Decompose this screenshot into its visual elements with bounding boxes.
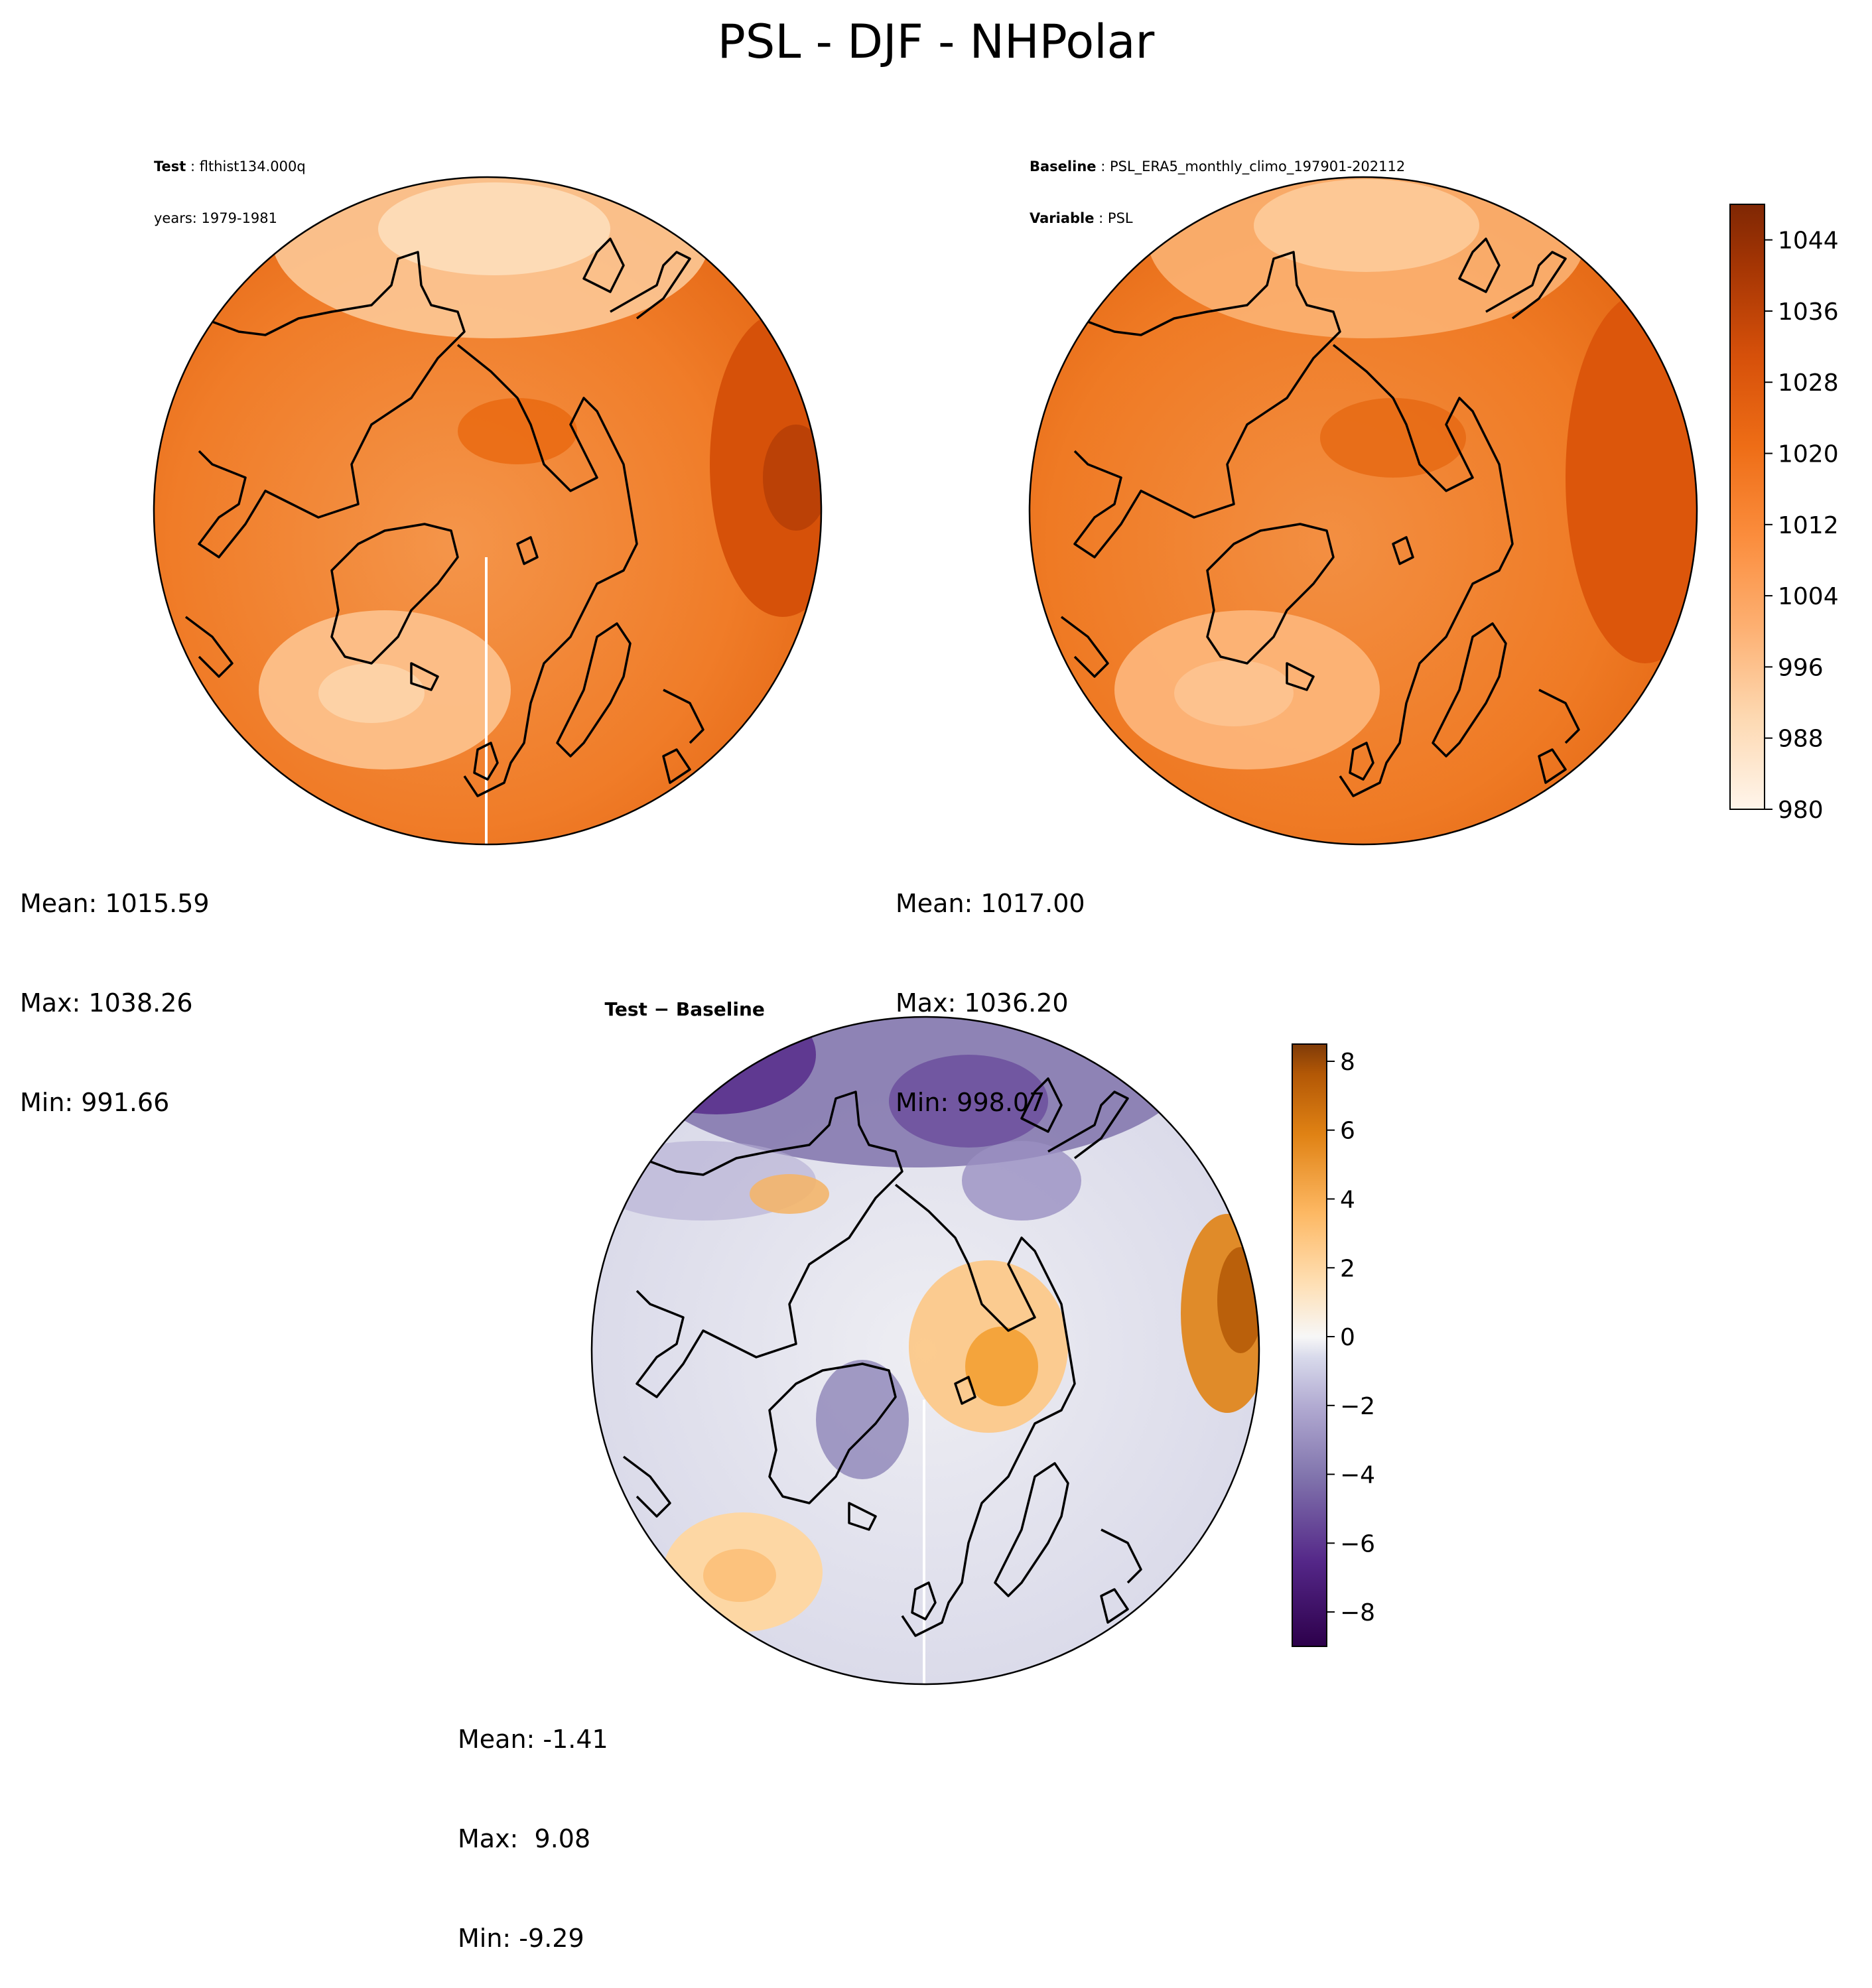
baseline-map-boundary — [1028, 176, 1698, 846]
diff-arctic-positive-core — [965, 1327, 1038, 1406]
diff-greenland-negative — [816, 1360, 909, 1479]
baseline-colorbar-bar — [1729, 204, 1765, 810]
baseline-variable-key: Variable — [1030, 210, 1095, 226]
baseline-stat-max: Max: 1036.20 — [896, 988, 1069, 1018]
baseline-coastlines — [1060, 237, 1580, 797]
test-stat-min: Min: 991.66 — [20, 1088, 170, 1117]
diff-colorbar-tick-label: −8 — [1340, 1599, 1375, 1626]
diff-chukchi-negative — [889, 1055, 1048, 1148]
test-map — [153, 176, 823, 846]
baseline-colorbar-tick-label: 1004 — [1778, 583, 1839, 610]
diff-alaska-positive — [750, 1174, 829, 1214]
diff-colorbar: −8 −6 −4 −2 0 2 4 6 8 — [1292, 1043, 1375, 1647]
baseline-label-value: PSL_ERA5_monthly_climo_197901-202112 — [1109, 159, 1406, 174]
baseline-colorbar-tick-label: 1036 — [1778, 298, 1839, 326]
diff-colorbar-tick-label: 8 — [1340, 1049, 1355, 1076]
diff-siberia-positive-core — [1217, 1247, 1259, 1353]
diff-colorbar-tick-label: −2 — [1340, 1393, 1375, 1420]
baseline-icelandic-core — [1174, 660, 1294, 726]
baseline-colorbar-ticks: 980 988 996 1004 1012 1020 1028 1036 1044 — [1765, 228, 1839, 824]
diff-colorbar-ticks: −8 −6 −4 −2 0 2 4 6 8 — [1327, 1049, 1375, 1626]
baseline-siberian-high — [1566, 292, 1697, 663]
diff-colorbar-tick-label: 0 — [1340, 1324, 1355, 1351]
baseline-panel-label: Baseline : PSL_ERA5_monthly_climo_197901… — [1030, 159, 1406, 226]
baseline-variable-value: PSL — [1107, 210, 1133, 226]
diff-colorbar-tick-label: 2 — [1340, 1255, 1355, 1282]
diff-colorbar-tick-label: −4 — [1340, 1462, 1375, 1489]
diff-title-left: Test — [604, 998, 647, 1020]
test-label-key: Test — [154, 159, 186, 174]
diff-colorbar-tick-label: 4 — [1340, 1186, 1355, 1213]
baseline-colorbar-tick-label: 1020 — [1778, 441, 1839, 468]
diff-stat-min: Min: -9.29 — [458, 1924, 584, 1953]
figure-title: PSL - DJF - NHPolar — [717, 15, 1155, 69]
baseline-stat-min: Min: 998.07 — [896, 1088, 1045, 1117]
diff-map — [590, 1016, 1260, 1686]
diff-title-right: Baseline — [675, 998, 765, 1020]
test-pacific-low — [378, 182, 610, 275]
test-arctic-high — [458, 398, 577, 464]
diff-coastlines — [622, 1077, 1142, 1637]
baseline-colorbar-tick-label: 1044 — [1778, 228, 1839, 255]
baseline-stats: Mean: 1017.00 Max: 1036.20 Min: 998.07 — [896, 821, 1085, 1152]
baseline-colorbar-tick-label: 980 — [1778, 797, 1824, 824]
diff-colorbar-tick-label: 6 — [1340, 1118, 1355, 1145]
test-panel-label: Test : flthist134.000q years: 1979-1981 — [154, 159, 306, 226]
diff-title-op: − — [653, 998, 670, 1020]
test-siberian-core — [763, 425, 821, 531]
diff-stat-mean: Mean: -1.41 — [458, 1725, 608, 1754]
diff-map-boundary — [590, 1016, 1260, 1686]
baseline-label-key: Baseline — [1030, 159, 1097, 174]
diff-colorbar-bar — [1292, 1043, 1327, 1647]
test-label-value: flthist134.000q — [199, 159, 306, 174]
baseline-map — [1028, 176, 1698, 846]
figure-canvas: 980 988 996 1004 1012 1020 1028 1036 1044 — [153, 176, 1839, 1686]
diff-siberia-negative — [962, 1141, 1081, 1221]
test-years-line: years: 1979-1981 — [154, 210, 278, 226]
test-map-boundary — [153, 176, 823, 846]
diff-stat-max: Max: 9.08 — [458, 1824, 591, 1853]
diff-bering-negative — [617, 1017, 816, 1114]
diff-colorbar-tick-label: −6 — [1340, 1530, 1375, 1557]
baseline-colorbar-tick-label: 1012 — [1778, 512, 1839, 539]
diff-pacific-negative — [637, 1017, 1194, 1167]
baseline-colorbar-tick-label: 1028 — [1778, 369, 1839, 397]
baseline-stat-mean: Mean: 1017.00 — [896, 889, 1085, 918]
baseline-colorbar-tick-label: 988 — [1778, 726, 1824, 753]
baseline-colorbar: 980 988 996 1004 1012 1020 1028 1036 1044 — [1729, 204, 1839, 824]
diff-seam — [923, 1400, 925, 1684]
test-coastlines — [184, 237, 704, 797]
test-seam — [485, 557, 488, 844]
baseline-colorbar-tick-label: 996 — [1778, 654, 1824, 681]
diff-panel-title: Test − Baseline — [592, 976, 765, 1020]
diff-stats: Mean: -1.41 Max: 9.08 Min: -9.29 — [458, 1656, 608, 1988]
baseline-pacific-low — [1254, 179, 1479, 272]
test-icelandic-core — [318, 663, 425, 723]
test-stat-max: Max: 1038.26 — [20, 988, 193, 1018]
diff-atlantic-positive-core — [703, 1549, 776, 1602]
baseline-arctic-high — [1320, 398, 1466, 478]
test-stats: Mean: 1015.59 Max: 1038.26 Min: 991.66 — [20, 821, 210, 1152]
test-stat-mean: Mean: 1015.59 — [20, 889, 210, 918]
